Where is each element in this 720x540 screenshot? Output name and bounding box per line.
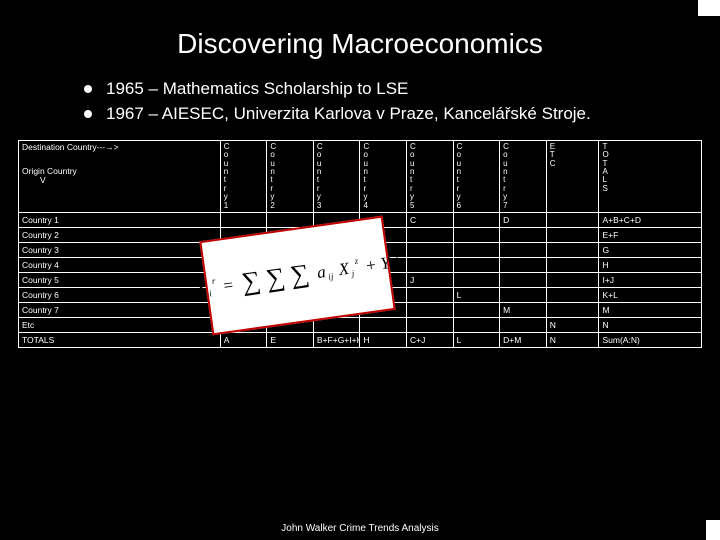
row-label: Country 1 [19,213,221,228]
cell [360,318,407,333]
row-total: M [599,303,702,318]
row-total: A+B+C+D [599,213,702,228]
col-header-etc: ETC [546,140,599,212]
formula-expression: Xir = ∑∑∑ aij Xjz + Yil [195,251,401,299]
row-total: G [599,243,702,258]
list-item: 1965 – Mathematics Scholarship to LSE [84,78,700,101]
cell [220,213,267,228]
cell: A [220,333,267,348]
cell [500,228,547,243]
row-label: Country 6 [19,288,221,303]
row-total: H [599,258,702,273]
cell [453,318,500,333]
table-header-row: Destination Country---→> Origin Country … [19,140,702,212]
cell [407,228,454,243]
row-label: Etc [19,318,221,333]
cell [500,243,547,258]
cell [546,213,599,228]
cell [407,258,454,273]
cell [453,303,500,318]
cell [407,303,454,318]
cell [546,303,599,318]
row-label: Country 2 [19,228,221,243]
origin-label: Origin Country [22,167,217,177]
cell: H [360,333,407,348]
cell [407,318,454,333]
row-total: Sum(A:N) [599,333,702,348]
cell [546,228,599,243]
cell [453,273,500,288]
cell: D+M [500,333,547,348]
cell: J [407,273,454,288]
slide-footer: John Walker Crime Trends Analysis [0,523,720,534]
cell [500,288,547,303]
row-label: Country 5 [19,273,221,288]
row-label: Country 4 [19,258,221,273]
table-row-totals: TOTALS A E B+F+G+I+K H C+J L D+M N Sum(A… [19,333,702,348]
cell: L [453,333,500,348]
row-total: K+L [599,288,702,303]
header-cell-origin-dest: Destination Country---→> Origin Country … [19,140,221,212]
page-title: Discovering Macroeconomics [0,0,720,78]
cell [453,258,500,273]
cell [546,273,599,288]
destination-label: Destination Country---→> [22,143,217,153]
cell: N [546,333,599,348]
cell [407,243,454,258]
bullet-text: 1967 – AIESEC, Univerzita Karlova v Praz… [106,103,591,126]
cell [453,228,500,243]
cell [500,258,547,273]
row-total: E+F [599,228,702,243]
cell: N [546,318,599,333]
cell: B+F+G+I+K [313,333,360,348]
row-total: N [599,318,702,333]
cell: E [267,333,314,348]
col-header-country1: Country1 [220,140,267,212]
cell [453,243,500,258]
row-label: Country 3 [19,243,221,258]
col-header-country5: Country5 [407,140,454,212]
col-header-totals: TOTALS [599,140,702,212]
bullet-list: 1965 – Mathematics Scholarship to LSE 19… [0,78,720,126]
cell [500,273,547,288]
row-label: TOTALS [19,333,221,348]
origin-arrow: V [22,176,217,186]
corner-decoration-top-right [698,0,720,16]
col-header-country3: Country3 [313,140,360,212]
cell: C+J [407,333,454,348]
cell [546,288,599,303]
cell [546,243,599,258]
col-header-country2: Country2 [267,140,314,212]
cell [546,258,599,273]
col-header-country6: Country6 [453,140,500,212]
list-item: 1967 – AIESEC, Univerzita Karlova v Praz… [84,103,700,126]
cell [500,318,547,333]
cell: L [453,288,500,303]
col-header-country7: Country7 [500,140,547,212]
bullet-icon [84,85,92,93]
cell [453,213,500,228]
table-row: Etc N N [19,318,702,333]
slide: Discovering Macroeconomics 1965 – Mathem… [0,0,720,540]
row-label: Country 7 [19,303,221,318]
cell: C [407,213,454,228]
col-header-country4: Country4 [360,140,407,212]
bullet-text: 1965 – Mathematics Scholarship to LSE [106,78,408,101]
row-total: I+J [599,273,702,288]
bullet-icon [84,110,92,118]
cell [407,288,454,303]
cell: D [500,213,547,228]
cell: M [500,303,547,318]
